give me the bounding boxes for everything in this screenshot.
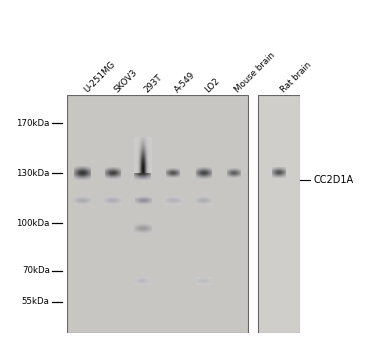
Text: A-549: A-549 bbox=[173, 70, 197, 95]
Bar bbox=[67, 94, 248, 332]
Text: 55kDa: 55kDa bbox=[22, 297, 50, 306]
Text: 130kDa: 130kDa bbox=[17, 169, 50, 177]
Text: 100kDa: 100kDa bbox=[17, 218, 50, 228]
Text: U-251MG: U-251MG bbox=[82, 60, 117, 94]
Text: 70kDa: 70kDa bbox=[22, 266, 50, 275]
Bar bbox=[258, 94, 300, 332]
Text: 293T: 293T bbox=[143, 73, 164, 94]
Text: Rat brain: Rat brain bbox=[279, 61, 313, 94]
Text: SKOV3: SKOV3 bbox=[113, 68, 139, 95]
Text: 170kDa: 170kDa bbox=[17, 119, 50, 127]
Text: CC2D1A: CC2D1A bbox=[313, 175, 353, 185]
Text: LO2: LO2 bbox=[203, 76, 221, 94]
Text: Mouse brain: Mouse brain bbox=[233, 51, 277, 94]
